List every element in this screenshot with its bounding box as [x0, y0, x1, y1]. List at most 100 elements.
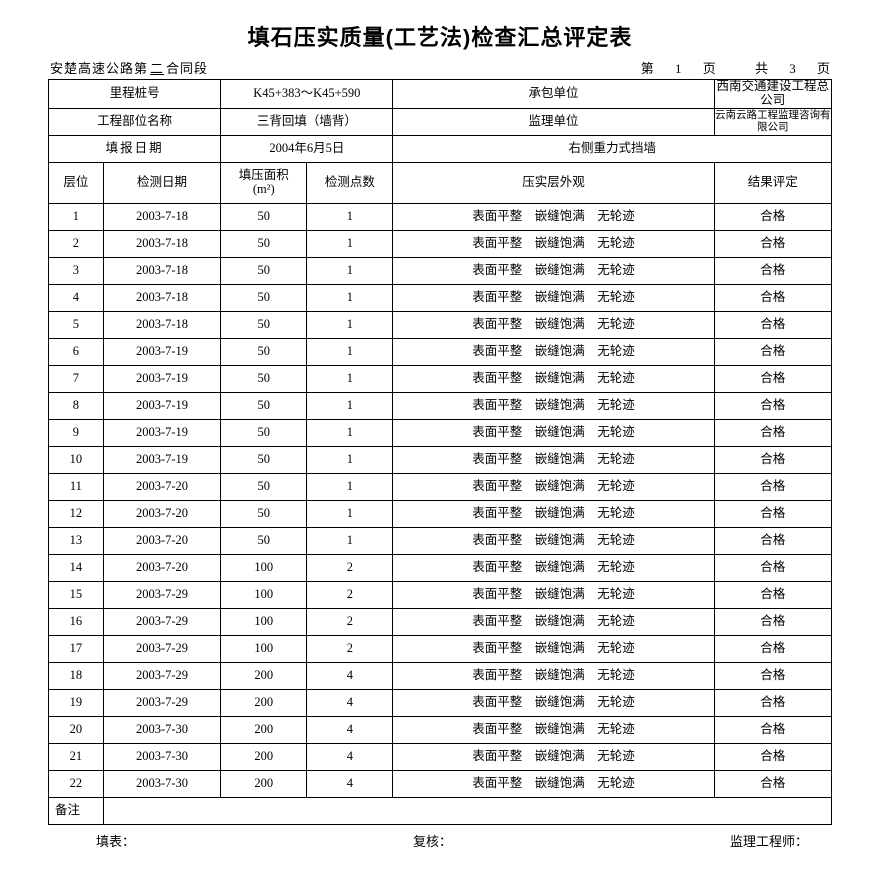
cell-result: 合格: [714, 365, 831, 392]
cell-area: 50: [221, 419, 307, 446]
cell-layer: 3: [49, 257, 104, 284]
cell-appearance: 表面平整 嵌缝饱满 无轮迹: [393, 554, 714, 581]
footer-review: 复核：: [413, 831, 452, 850]
cell-appearance: 表面平整 嵌缝饱满 无轮迹: [393, 581, 714, 608]
cell-date: 2003-7-30: [103, 716, 220, 743]
cell-points: 1: [307, 203, 393, 230]
cell-area: 100: [221, 608, 307, 635]
page-mid: 页: [703, 61, 716, 76]
table-row: 82003-7-19501表面平整 嵌缝饱满 无轮迹合格: [49, 392, 832, 419]
hdr1-c4: 西南交通建设工程总公司: [714, 80, 831, 109]
table-row: 42003-7-18501表面平整 嵌缝饱满 无轮迹合格: [49, 284, 832, 311]
cell-area: 50: [221, 284, 307, 311]
cell-date: 2003-7-29: [103, 689, 220, 716]
pagination: 第 1 页 共 3 页: [605, 58, 830, 77]
cell-area: 50: [221, 230, 307, 257]
cell-layer: 14: [49, 554, 104, 581]
cell-result: 合格: [714, 689, 831, 716]
table-row: 162003-7-291002表面平整 嵌缝饱满 无轮迹合格: [49, 608, 832, 635]
cell-appearance: 表面平整 嵌缝饱满 无轮迹: [393, 662, 714, 689]
table-row: 62003-7-19501表面平整 嵌缝饱满 无轮迹合格: [49, 338, 832, 365]
cell-area: 50: [221, 500, 307, 527]
cell-date: 2003-7-19: [103, 365, 220, 392]
cell-appearance: 表面平整 嵌缝饱满 无轮迹: [393, 365, 714, 392]
col-layer: 层位: [49, 162, 104, 203]
cell-date: 2003-7-30: [103, 743, 220, 770]
cell-result: 合格: [714, 284, 831, 311]
cell-area: 50: [221, 365, 307, 392]
cell-layer: 5: [49, 311, 104, 338]
cell-appearance: 表面平整 嵌缝饱满 无轮迹: [393, 311, 714, 338]
cell-points: 1: [307, 473, 393, 500]
cell-layer: 1: [49, 203, 104, 230]
table-row: 72003-7-19501表面平整 嵌缝饱满 无轮迹合格: [49, 365, 832, 392]
cell-points: 1: [307, 257, 393, 284]
cell-layer: 2: [49, 230, 104, 257]
cell-layer: 4: [49, 284, 104, 311]
cell-points: 1: [307, 311, 393, 338]
col-area: 填压面积 (m²): [221, 162, 307, 203]
cell-date: 2003-7-29: [103, 662, 220, 689]
cell-points: 1: [307, 392, 393, 419]
cell-appearance: 表面平整 嵌缝饱满 无轮迹: [393, 338, 714, 365]
table-row: 222003-7-302004表面平整 嵌缝饱满 无轮迹合格: [49, 770, 832, 797]
page-title: 填石压实质量(工艺法)检查汇总评定表: [48, 20, 832, 52]
cell-appearance: 表面平整 嵌缝饱满 无轮迹: [393, 770, 714, 797]
cell-area: 200: [221, 689, 307, 716]
table-row: 152003-7-291002表面平整 嵌缝饱满 无轮迹合格: [49, 581, 832, 608]
cell-appearance: 表面平整 嵌缝饱满 无轮迹: [393, 716, 714, 743]
cell-appearance: 表面平整 嵌缝饱满 无轮迹: [393, 608, 714, 635]
contract-suffix: 合同段: [166, 61, 208, 76]
table-row: 172003-7-291002表面平整 嵌缝饱满 无轮迹合格: [49, 635, 832, 662]
cell-layer: 22: [49, 770, 104, 797]
cell-points: 1: [307, 230, 393, 257]
contract-blank: 二: [148, 61, 166, 76]
hdr1-c3: 承包单位: [393, 80, 714, 109]
cell-points: 2: [307, 608, 393, 635]
page-end: 页: [817, 61, 830, 76]
table-row: 192003-7-292004表面平整 嵌缝饱满 无轮迹合格: [49, 689, 832, 716]
table-row: 202003-7-302004表面平整 嵌缝饱满 无轮迹合格: [49, 716, 832, 743]
cell-date: 2003-7-29: [103, 608, 220, 635]
cell-area: 200: [221, 743, 307, 770]
cell-layer: 16: [49, 608, 104, 635]
cell-appearance: 表面平整 嵌缝饱满 无轮迹: [393, 257, 714, 284]
table-row: 102003-7-19501表面平整 嵌缝饱满 无轮迹合格: [49, 446, 832, 473]
cell-date: 2003-7-18: [103, 230, 220, 257]
cell-layer: 8: [49, 392, 104, 419]
table-row: 182003-7-292004表面平整 嵌缝饱满 无轮迹合格: [49, 662, 832, 689]
cell-appearance: 表面平整 嵌缝饱满 无轮迹: [393, 446, 714, 473]
cell-area: 50: [221, 311, 307, 338]
cell-points: 1: [307, 338, 393, 365]
table-row: 132003-7-20501表面平整 嵌缝饱满 无轮迹合格: [49, 527, 832, 554]
cell-points: 1: [307, 500, 393, 527]
cell-date: 2003-7-19: [103, 338, 220, 365]
cell-points: 4: [307, 662, 393, 689]
cell-date: 2003-7-18: [103, 257, 220, 284]
cell-date: 2003-7-19: [103, 446, 220, 473]
cell-date: 2003-7-18: [103, 284, 220, 311]
table-row: 32003-7-18501表面平整 嵌缝饱满 无轮迹合格: [49, 257, 832, 284]
table-row: 112003-7-20501表面平整 嵌缝饱满 无轮迹合格: [49, 473, 832, 500]
header-row-1: 里程桩号 K45+383～K45+590 承包单位 西南交通建设工程总公司: [49, 80, 832, 109]
cell-appearance: 表面平整 嵌缝饱满 无轮迹: [393, 635, 714, 662]
cell-area: 100: [221, 581, 307, 608]
cell-result: 合格: [714, 716, 831, 743]
cell-result: 合格: [714, 338, 831, 365]
cell-area: 50: [221, 392, 307, 419]
cell-points: 2: [307, 554, 393, 581]
cell-result: 合格: [714, 554, 831, 581]
cell-result: 合格: [714, 473, 831, 500]
cell-result: 合格: [714, 662, 831, 689]
cell-appearance: 表面平整 嵌缝饱满 无轮迹: [393, 743, 714, 770]
cell-layer: 6: [49, 338, 104, 365]
cell-result: 合格: [714, 608, 831, 635]
cell-appearance: 表面平整 嵌缝饱满 无轮迹: [393, 419, 714, 446]
table-row: 122003-7-20501表面平整 嵌缝饱满 无轮迹合格: [49, 500, 832, 527]
cell-area: 50: [221, 203, 307, 230]
contract-section: 安楚高速公路第二合同段: [50, 58, 208, 77]
cell-date: 2003-7-20: [103, 554, 220, 581]
cell-layer: 10: [49, 446, 104, 473]
cell-date: 2003-7-19: [103, 419, 220, 446]
cell-layer: 21: [49, 743, 104, 770]
